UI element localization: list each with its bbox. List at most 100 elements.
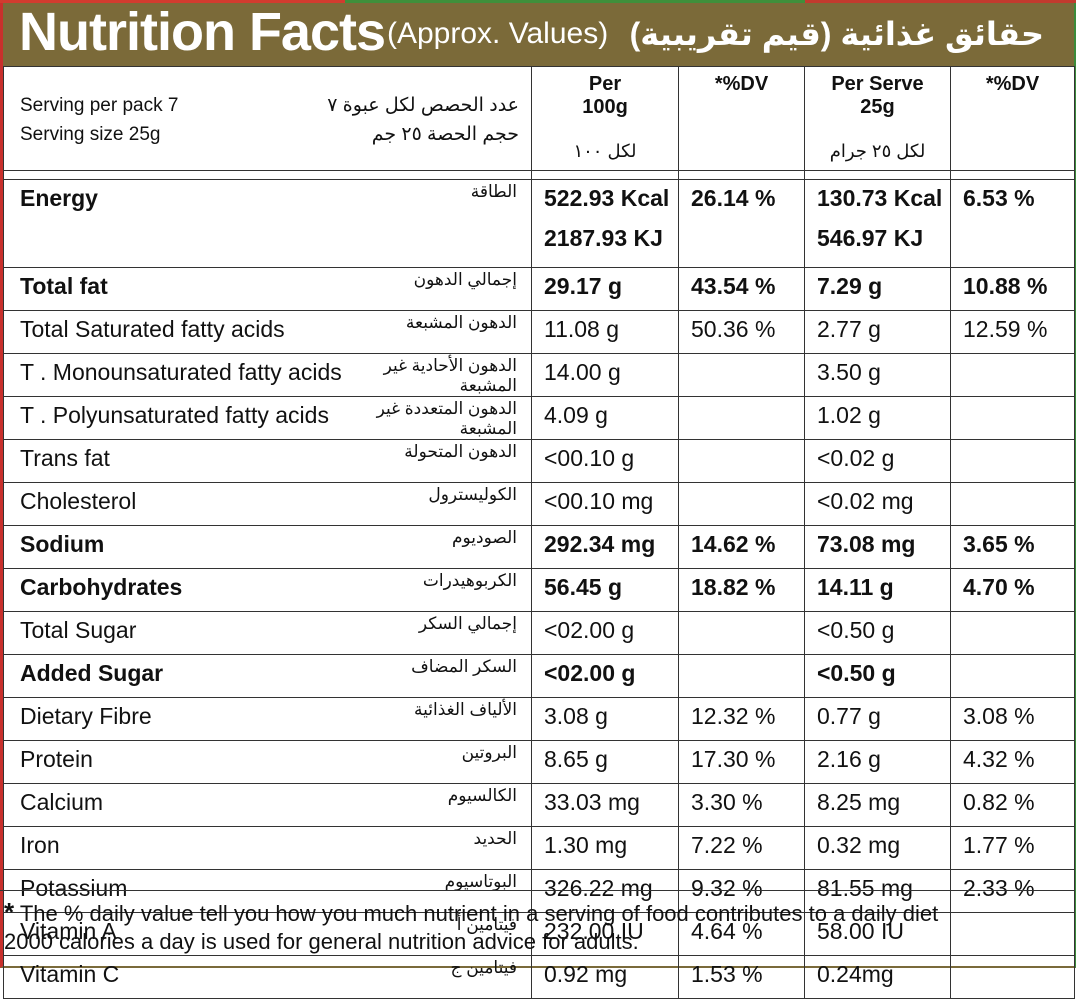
col-per-serve-title: Per Serve — [831, 73, 924, 95]
dv-per-100g: 43.54 % — [678, 267, 805, 311]
energy-dv-100g: 26.14 % — [678, 179, 805, 268]
nutrient-name-arabic: الصوديوم — [348, 525, 532, 569]
nutrient-name-arabic: الكالسيوم — [348, 783, 532, 827]
value-per-100g: <02.00 g — [531, 611, 679, 655]
top-accent-green — [345, 0, 805, 3]
value-per-serve: 1.02 g — [804, 396, 951, 440]
top-accent-red-right — [805, 0, 1076, 3]
col-per-100g-title: Per — [588, 73, 622, 95]
col-dv-serve-label: *%DV — [985, 73, 1040, 95]
nutrient-name: Added Sugar — [3, 654, 349, 698]
value-per-serve: 14.11 g — [804, 568, 951, 612]
value-per-100g: 3.08 g — [531, 697, 679, 741]
value-per-100g: 326.22 mg — [531, 869, 679, 913]
dv-per-100g — [678, 439, 805, 483]
top-accent-red — [0, 0, 345, 3]
nutrient-name: Dietary Fibre — [3, 697, 349, 741]
nutrient-name: Total Sugar — [3, 611, 349, 655]
spacer-cell — [950, 170, 1075, 180]
footnote-line-2: 2000 calories a day is used for general … — [4, 929, 639, 954]
nutrient-name: Carbohydrates — [3, 568, 349, 612]
serving-size: Serving size 25g — [20, 124, 161, 145]
footnote-line-1: * The % daily value tell you how you muc… — [4, 897, 938, 928]
page-subtitle: (Approx. Values) — [387, 17, 609, 50]
dv-per-100g: 12.32 % — [678, 697, 805, 741]
col-dv-100-label: *%DV — [714, 73, 769, 95]
col-per-serve-sub: 25g — [860, 96, 895, 118]
value-per-serve: 2.77 g — [804, 310, 951, 354]
dv-per-serve — [950, 654, 1075, 698]
table-row: Iron الحديد 1.30 mg 7.22 % 0.32 mg 1.77 % — [3, 826, 1075, 870]
dv-per-serve: 10.88 % — [950, 267, 1075, 311]
col-per-serve: Per Serve 25g لكل ٢٥ جرام — [804, 66, 951, 171]
serving-per-pack-arabic: عدد الحصص لكل عبوة ٧ — [327, 95, 519, 116]
spacer-cell — [531, 170, 679, 180]
spacer-cell — [804, 170, 951, 180]
dv-per-100g: 3.30 % — [678, 783, 805, 827]
page-title: Nutrition Facts — [19, 2, 386, 62]
col-per-100g: Per 100g لكل ١٠٠ — [531, 66, 679, 171]
col-dv-serve: *%DV — [950, 66, 1075, 171]
page-title-arabic: حقائق غذائية (قيم تقريبية) — [629, 16, 1044, 52]
nutrient-name-arabic: الكربوهيدرات — [348, 568, 532, 612]
table-row: T . Monounsaturated fatty acids الدهون ال… — [3, 353, 1075, 397]
value-per-100g: 8.65 g — [531, 740, 679, 784]
value-per-100g: 292.34 mg — [531, 525, 679, 569]
table-row: Protein البروتين 8.65 g 17.30 % 2.16 g 4.32 % — [3, 740, 1075, 784]
nutrient-name: Total fat — [3, 267, 349, 311]
dv-per-serve: 4.32 % — [950, 740, 1075, 784]
value-per-serve: 2.16 g — [804, 740, 951, 784]
value-per-100g: 14.00 g — [531, 353, 679, 397]
dv-per-serve: 12.59 % — [950, 310, 1075, 354]
nutrient-name: T . Polyunsaturated fatty acids — [3, 396, 349, 440]
value-per-serve: <0.02 mg — [804, 482, 951, 526]
table-row: T . Polyunsaturated fatty acids الدهون ال… — [3, 396, 1075, 440]
table-row: Total fat إجمالي الدهون 29.17 g 43.54 % 7.29… — [3, 267, 1075, 311]
value-per-100g: 56.45 g — [531, 568, 679, 612]
dv-per-100g: 14.62 % — [678, 525, 805, 569]
energy-per-serve: 130.73 Kcal 546.97 KJ — [804, 179, 951, 268]
col-dv-100: *%DV — [678, 66, 805, 171]
table-row: Calcium الكالسيوم 33.03 mg 3.30 % 8.25 mg 0.8… — [3, 783, 1075, 827]
footnote: * The % daily value tell you how you muc… — [0, 890, 1074, 967]
dv-per-serve: 3.65 % — [950, 525, 1075, 569]
nutrient-name-arabic: الدهون المتحولة — [348, 439, 532, 483]
nutrient-name: Protein — [3, 740, 349, 784]
dv-per-100g — [678, 654, 805, 698]
value-per-serve: <0.02 g — [804, 439, 951, 483]
nutrient-name-arabic: السكر المضاف — [348, 654, 532, 698]
col-per-serve-arabic: لكل ٢٥ جرام — [829, 141, 926, 161]
serving-info-cell: Serving per pack 7 Serving size 25g عدد … — [3, 66, 532, 171]
dv-per-100g — [678, 353, 805, 397]
energy-row: Energy الطاقة 522.93 Kcal 2187.93 KJ 26.… — [3, 179, 1075, 268]
table-row: Total Sugar إجمالي السكر <02.00 g <0.50 g — [3, 611, 1075, 655]
nutrient-name-arabic: الدهون المتعددة غير المشبعة — [348, 396, 532, 440]
nutrient-name: Iron — [3, 826, 349, 870]
dv-per-serve: 3.08 % — [950, 697, 1075, 741]
value-per-serve: 3.50 g — [804, 353, 951, 397]
col-per-100g-sub: 100g — [582, 96, 628, 118]
table-row: Trans fat الدهون المتحولة <00.10 g <0.02 g — [3, 439, 1075, 483]
dv-per-serve: 4.70 % — [950, 568, 1075, 612]
energy-kcal-serve: 130.73 Kcal — [817, 185, 943, 211]
table-row: Dietary Fibre الألياف الغذائية 3.08 g 12.32… — [3, 697, 1075, 741]
nutrient-name-arabic: الكوليسترول — [348, 482, 532, 526]
spacer-cell — [3, 170, 532, 180]
table-row: Total Saturated fatty acids الدهون المشبع… — [3, 310, 1075, 354]
nutrient-name-arabic: البروتين — [348, 740, 532, 784]
dv-per-100g: 7.22 % — [678, 826, 805, 870]
energy-per-100g: 522.93 Kcal 2187.93 KJ — [531, 179, 679, 268]
dv-per-serve: 1.77 % — [950, 826, 1075, 870]
nutrient-name-arabic: الطاقة — [348, 179, 532, 268]
nutrient-name: Potassium — [3, 869, 349, 913]
nutrient-name-arabic: الدهون المشبعة — [348, 310, 532, 354]
nutrient-name-arabic: البوتاسيوم — [348, 869, 532, 913]
value-per-serve: 58.00 IU — [804, 912, 951, 956]
dv-per-serve: 0.82 % — [950, 783, 1075, 827]
nutrient-name: Sodium — [3, 525, 349, 569]
nutrient-name: Cholesterol — [3, 482, 349, 526]
spacer-row — [3, 170, 1075, 180]
dv-per-serve — [950, 482, 1075, 526]
value-per-100g: 29.17 g — [531, 267, 679, 311]
value-per-serve: 0.32 mg — [804, 826, 951, 870]
